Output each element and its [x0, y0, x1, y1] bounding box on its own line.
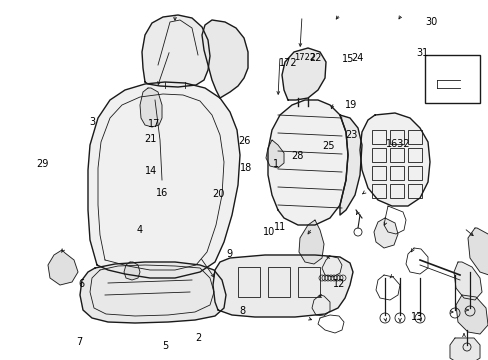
- Bar: [371, 166, 385, 180]
- Text: 24: 24: [350, 53, 363, 63]
- Text: 12: 12: [332, 279, 344, 289]
- Bar: [389, 166, 403, 180]
- Polygon shape: [467, 228, 488, 276]
- Polygon shape: [124, 262, 140, 280]
- Text: 31: 31: [416, 48, 428, 58]
- Bar: [267, 267, 289, 297]
- Text: 9: 9: [225, 249, 232, 259]
- Text: 14: 14: [145, 166, 157, 176]
- Bar: [407, 130, 421, 144]
- Text: 26: 26: [238, 136, 250, 146]
- Bar: [407, 166, 421, 180]
- Text: 3: 3: [89, 117, 95, 127]
- Bar: [297, 267, 319, 297]
- Text: 1: 1: [272, 159, 279, 169]
- Text: 15: 15: [342, 54, 354, 64]
- Text: 28: 28: [291, 150, 303, 161]
- Bar: [371, 184, 385, 198]
- Polygon shape: [282, 48, 325, 100]
- Bar: [371, 148, 385, 162]
- Polygon shape: [449, 338, 479, 360]
- Bar: [389, 184, 403, 198]
- Polygon shape: [202, 20, 247, 98]
- Text: 17: 17: [147, 119, 160, 129]
- Polygon shape: [373, 218, 397, 248]
- Text: 23: 23: [345, 130, 357, 140]
- Text: 5: 5: [162, 341, 168, 351]
- Text: 25: 25: [322, 141, 335, 151]
- Polygon shape: [48, 250, 78, 285]
- Polygon shape: [298, 220, 324, 264]
- Bar: [407, 148, 421, 162]
- Text: 6: 6: [78, 279, 84, 289]
- Bar: [424, 55, 479, 103]
- Bar: [389, 130, 403, 144]
- Polygon shape: [455, 295, 487, 334]
- Text: 172: 172: [278, 58, 297, 68]
- Bar: [238, 267, 260, 297]
- Polygon shape: [359, 113, 429, 206]
- Text: 4: 4: [137, 225, 143, 235]
- Bar: [407, 184, 421, 198]
- Text: 29: 29: [37, 159, 49, 169]
- Text: 10: 10: [263, 227, 275, 237]
- Polygon shape: [453, 262, 481, 300]
- Text: 18: 18: [239, 163, 251, 174]
- Polygon shape: [140, 88, 162, 127]
- Text: 21: 21: [144, 134, 156, 144]
- Text: 1632: 1632: [386, 139, 410, 149]
- Text: 11: 11: [273, 222, 285, 232]
- Polygon shape: [142, 15, 209, 87]
- Polygon shape: [339, 115, 361, 215]
- Text: 22: 22: [308, 53, 321, 63]
- Text: 16: 16: [155, 188, 167, 198]
- Text: 1722: 1722: [294, 53, 315, 62]
- Text: 2: 2: [195, 333, 202, 343]
- Text: 30: 30: [425, 17, 437, 27]
- Bar: [371, 130, 385, 144]
- Text: 8: 8: [239, 306, 245, 316]
- Polygon shape: [80, 262, 225, 323]
- Text: 13: 13: [410, 312, 422, 322]
- Text: 20: 20: [212, 189, 224, 199]
- Polygon shape: [265, 140, 284, 168]
- Bar: [389, 148, 403, 162]
- Text: 7: 7: [76, 337, 82, 347]
- Polygon shape: [88, 82, 240, 278]
- Polygon shape: [267, 100, 347, 225]
- Text: 19: 19: [345, 100, 357, 110]
- Polygon shape: [213, 255, 352, 317]
